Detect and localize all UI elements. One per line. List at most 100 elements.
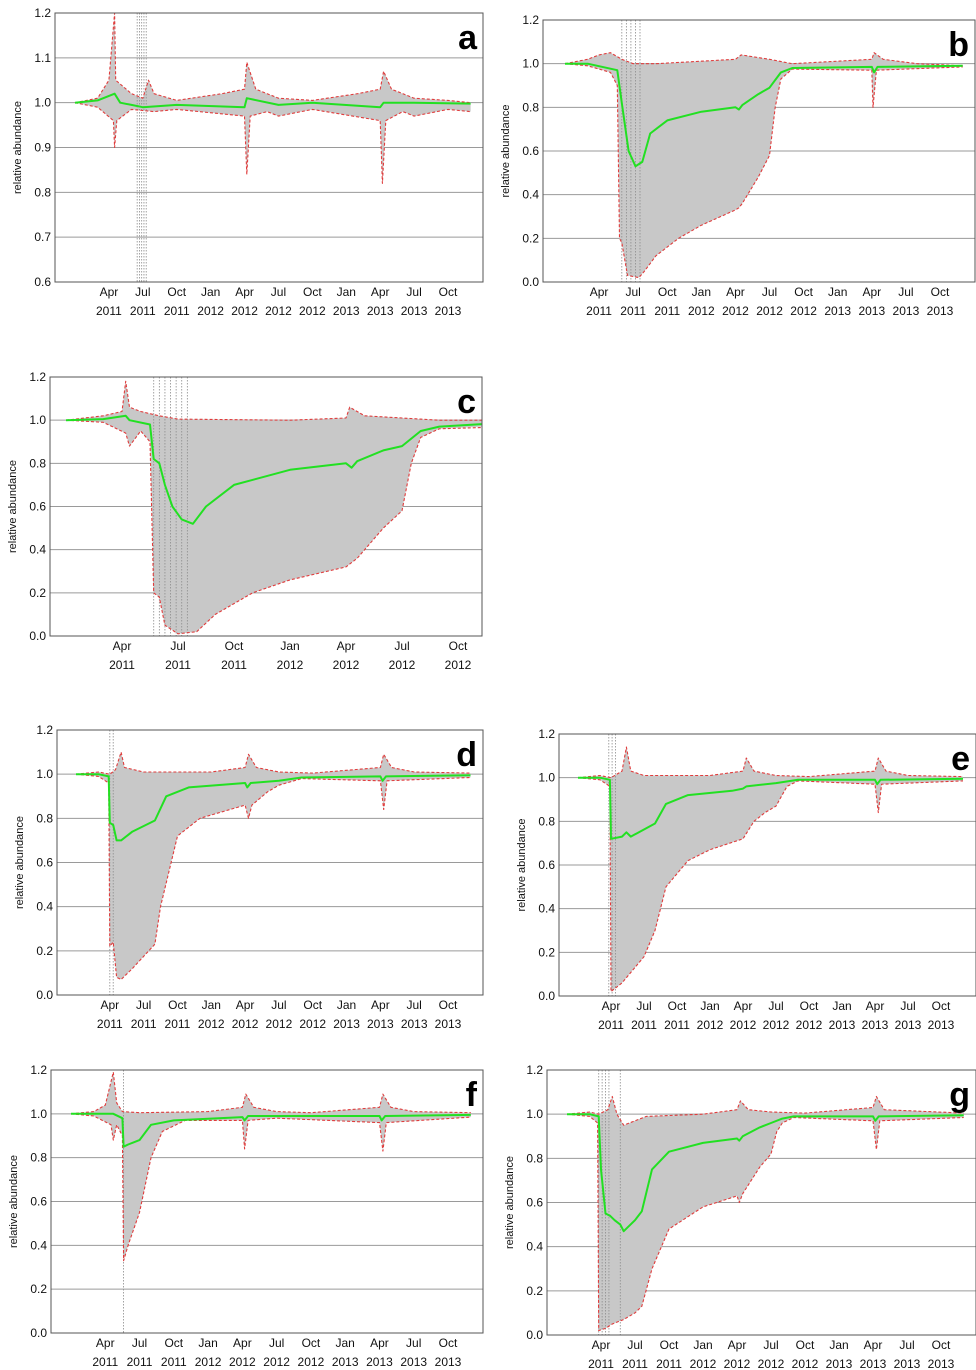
y-axis-title: relative abundance xyxy=(14,816,26,909)
panel-label: c xyxy=(457,383,476,421)
x-tick-year: 2012 xyxy=(266,1017,293,1031)
upper-bound-line xyxy=(577,746,964,779)
x-tick-year: 2013 xyxy=(435,1355,462,1369)
y-tick-label: 0.8 xyxy=(526,1151,543,1165)
lower-bound-line xyxy=(65,419,482,635)
y-tick-label: 0.6 xyxy=(526,1196,543,1210)
confidence-band xyxy=(75,13,471,184)
x-tick-year: 2012 xyxy=(730,1018,757,1032)
y-axis-title: relative abundance xyxy=(500,105,512,198)
x-tick-year: 2012 xyxy=(690,1357,717,1370)
x-tick-month: Oct xyxy=(302,1336,321,1350)
chart-panel-f: 0.0 0.2 0.4 0.6 0.8 1.0 1.2 Apr 2011 Jul 2011 Oct 20… xyxy=(0,1058,488,1370)
x-tick-month: Oct xyxy=(439,998,458,1012)
x-tick-month: Jul xyxy=(406,1336,421,1350)
x-tick-month: Oct xyxy=(660,1338,679,1352)
x-tick-month: Oct xyxy=(168,998,187,1012)
confidence-band xyxy=(578,747,963,992)
y-tick-label: 0.6 xyxy=(36,856,53,870)
x-tick-year: 2012 xyxy=(790,304,817,318)
upper-bound-line xyxy=(75,751,471,775)
x-tick-year: 2012 xyxy=(758,1357,785,1370)
y-tick-label: 0.4 xyxy=(30,1238,47,1252)
x-tick-month: Jan xyxy=(692,285,711,299)
x-tick-year: 2012 xyxy=(724,1357,751,1370)
y-axis-title: relative abundance xyxy=(12,101,24,194)
x-tick-month: Jan xyxy=(198,1336,217,1350)
y-tick-label: 1.1 xyxy=(34,51,51,65)
y-tick-label: 0.6 xyxy=(34,275,51,289)
x-tick-month: Oct xyxy=(303,998,322,1012)
x-tick-month: Apr xyxy=(233,1336,252,1350)
y-axis-title: relative abundance xyxy=(504,1156,516,1249)
x-tick-month: Jul xyxy=(271,285,286,299)
median-line xyxy=(567,1113,964,1233)
x-tick-year: 2011 xyxy=(130,304,156,318)
y-tick-label: 1.0 xyxy=(29,413,46,427)
confidence-band xyxy=(71,1072,471,1261)
x-tick-year: 2011 xyxy=(109,658,135,672)
x-tick-month: Apr xyxy=(113,639,132,653)
y-tick-label: 0.8 xyxy=(522,100,539,114)
panel-label: e xyxy=(951,740,970,778)
x-tick-year: 2013 xyxy=(894,1357,921,1370)
y-tick-label: 0.0 xyxy=(538,989,555,1003)
plot-frame xyxy=(546,1069,976,1336)
x-tick-month: Apr xyxy=(371,285,390,299)
x-tick-month: Apr xyxy=(726,285,745,299)
y-tick-label: 0.8 xyxy=(538,814,555,828)
median-line xyxy=(76,773,471,842)
x-tick-year: 2012 xyxy=(299,304,326,318)
x-tick-year: 2012 xyxy=(298,1355,325,1369)
x-tick-year: 2013 xyxy=(333,1017,360,1031)
y-tick-label: 1.0 xyxy=(522,57,539,71)
x-tick-year: 2012 xyxy=(232,1017,259,1031)
upper-bound-line xyxy=(566,1095,964,1126)
x-tick-year: 2013 xyxy=(367,304,394,318)
chart-panel-d: 0.0 0.2 0.4 0.6 0.8 1.0 1.2 Apr 2011 Jul 2011 Oct 20… xyxy=(0,718,488,1038)
upper-bound-line xyxy=(65,380,482,421)
x-tick-month: Apr xyxy=(862,285,881,299)
y-tick-label: 0.6 xyxy=(538,858,555,872)
upper-bound-line xyxy=(70,1071,471,1115)
x-tick-year: 2012 xyxy=(197,304,224,318)
upper-bound-line xyxy=(564,52,963,67)
lower-bound-line xyxy=(566,1113,964,1332)
chart-d: 0.0 0.2 0.4 0.6 0.8 1.0 1.2 Apr 2011 Jul 2011 Oct 20… xyxy=(14,723,484,1031)
x-tick-year: 2013 xyxy=(860,1357,887,1370)
x-tick-year: 2012 xyxy=(389,658,416,672)
panel-label: a xyxy=(458,19,478,57)
x-tick-year: 2013 xyxy=(928,1018,955,1032)
x-tick-year: 2011 xyxy=(588,1357,614,1370)
x-tick-month: Oct xyxy=(439,1336,458,1350)
y-axis-title: relative abundance xyxy=(8,1155,20,1248)
median-line xyxy=(578,776,964,840)
chart-c: 0.0 0.2 0.4 0.6 0.8 1.0 1.2 Apr 2011 Jul 2011 Oct 20… xyxy=(7,370,483,672)
x-tick-month: Jan xyxy=(202,998,221,1012)
plot-frame xyxy=(49,376,483,637)
chart-panel-g: 0.0 0.2 0.4 0.6 0.8 1.0 1.2 Apr 2011 Jul 2011 Oct 20… xyxy=(495,1058,976,1370)
x-tick-month: Jul xyxy=(900,999,915,1013)
x-tick-month: Jul xyxy=(136,998,151,1012)
chart-panel-e: 0.0 0.2 0.4 0.6 0.8 1.0 1.2 Apr 2011 Jul 2011 Oct 20… xyxy=(503,722,976,1042)
median-line xyxy=(565,62,963,168)
x-tick-year: 2011 xyxy=(164,304,190,318)
x-tick-year: 2011 xyxy=(165,658,191,672)
x-tick-year: 2011 xyxy=(654,304,680,318)
plot-frame xyxy=(558,733,976,997)
y-axis-title: relative abundance xyxy=(516,819,528,912)
x-tick-year: 2012 xyxy=(265,304,292,318)
y-tick-label: 0.4 xyxy=(526,1240,543,1254)
x-tick-year: 2013 xyxy=(435,304,462,318)
y-tick-label: 1.2 xyxy=(34,6,51,20)
panel-label: g xyxy=(949,1076,970,1114)
x-tick-year: 2011 xyxy=(92,1355,118,1369)
y-tick-label: 0.2 xyxy=(522,231,539,245)
y-tick-label: 0.2 xyxy=(30,1282,47,1296)
x-tick-year: 2011 xyxy=(96,304,122,318)
x-tick-year: 2013 xyxy=(366,1355,393,1369)
y-tick-label: 0.0 xyxy=(526,1328,543,1342)
x-tick-year: 2011 xyxy=(165,1017,191,1031)
x-tick-month: Apr xyxy=(371,998,390,1012)
x-tick-year: 2013 xyxy=(893,304,920,318)
